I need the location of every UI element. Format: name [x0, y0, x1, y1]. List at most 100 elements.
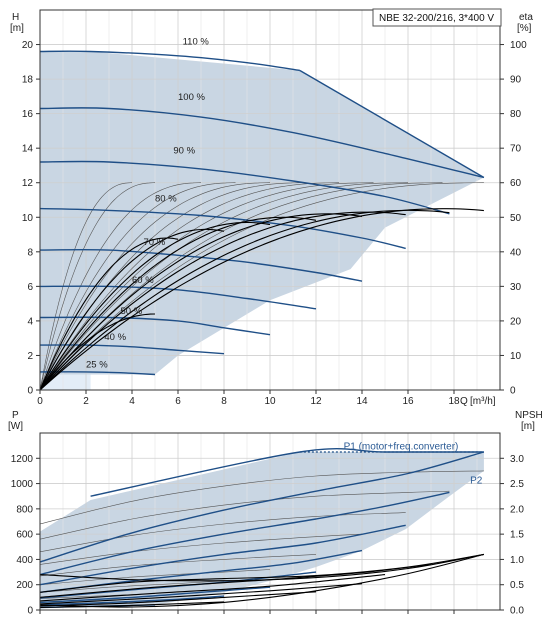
speed-curve	[39, 50, 301, 72]
y2-tick-label: 30	[510, 282, 522, 293]
y-axis-unit: [W]	[8, 421, 23, 432]
p2-curve	[39, 470, 484, 525]
y-tick-label: 6	[27, 282, 33, 293]
efficiency-curve	[39, 313, 156, 391]
efficiency-curve	[39, 228, 225, 391]
speed-label: 100 %	[178, 92, 205, 103]
y2-tick-label: 2.5	[510, 479, 524, 490]
speed-label: 60 %	[132, 275, 154, 286]
y2-axis-label: eta	[519, 12, 533, 23]
efficiency-curve	[39, 237, 179, 391]
speed-label: 80 %	[155, 194, 177, 205]
speed-label: 25 %	[86, 360, 108, 371]
p2-curve	[39, 512, 406, 553]
x-tick-label: 0	[37, 396, 43, 407]
speed-label: 40 %	[104, 332, 126, 343]
y-tick-label: 800	[16, 504, 33, 515]
title-box: NBE 32-200/216, 3*400 V	[372, 8, 502, 27]
y2-tick-label: 3.0	[510, 454, 524, 465]
x-tick-label: 14	[356, 396, 368, 407]
npsh-curve	[39, 574, 386, 602]
x-tick-label: 18	[448, 396, 460, 407]
y-tick-label: 0	[27, 386, 33, 397]
speed-curve	[39, 107, 485, 179]
p2-curve	[39, 569, 271, 585]
y2-axis-label: NPSH	[515, 410, 543, 421]
y2-axis-unit: [%]	[517, 23, 532, 34]
y2-tick-label: 10	[510, 351, 522, 362]
efficiency-curve	[39, 211, 406, 391]
p1-curve	[39, 595, 225, 606]
y-tick-label: 400	[16, 555, 33, 566]
legend-label: P2	[470, 476, 483, 487]
y-tick-label: 2	[27, 351, 33, 362]
speed-label: 50 %	[121, 306, 143, 317]
p1-curve	[90, 448, 484, 497]
speed-curve	[39, 344, 225, 355]
p1-curve	[39, 586, 271, 604]
y2-tick-label: 70	[510, 144, 522, 155]
y2-tick-label: 0	[510, 386, 516, 397]
y-tick-label: 8	[27, 247, 33, 258]
efficiency-curve	[39, 216, 317, 391]
x-axis-label: Q	[460, 396, 468, 407]
p2-curve	[39, 533, 363, 565]
p1-curve	[39, 491, 450, 576]
speed-curve	[39, 160, 450, 215]
npsh-curve	[39, 601, 225, 609]
y2-tick-label: 80	[510, 109, 522, 120]
y2-tick-label: 20	[510, 316, 522, 327]
speed-label: 90 %	[173, 145, 195, 156]
y-axis-label: H	[12, 12, 19, 23]
x-tick-label: 8	[221, 396, 227, 407]
y2-tick-label: 100	[510, 40, 527, 51]
y2-tick-label: 40	[510, 247, 522, 258]
chart-title: NBE 32-200/216, 3*400 V	[379, 13, 494, 24]
npsh-curve	[39, 553, 485, 608]
y2-tick-label: 2.0	[510, 504, 524, 515]
y2-tick-label: 50	[510, 213, 522, 224]
x-tick-label: 4	[129, 396, 135, 407]
y-axis-label: P	[12, 410, 19, 421]
npsh-curve	[39, 591, 317, 607]
speed-curve-tail	[299, 69, 485, 179]
y-tick-label: 20	[22, 40, 34, 51]
x-tick-label: 6	[175, 396, 181, 407]
efficiency-curve	[39, 221, 271, 391]
y-tick-label: 1000	[11, 479, 34, 490]
x-tick-label: 16	[402, 396, 414, 407]
speed-curve	[39, 249, 363, 282]
x-tick-label: 10	[264, 396, 276, 407]
operating-region	[40, 452, 484, 608]
y2-tick-label: 0.5	[510, 580, 524, 591]
efficiency-curve	[39, 213, 363, 391]
speed-curve	[39, 285, 317, 310]
head-chart: 110 % 100 % 90 % 80 % 70 % 60 % 50 % 40 % 25 % 0 2…	[10, 9, 533, 407]
y-tick-label: 18	[22, 75, 34, 86]
y2-tick-label: 1.0	[510, 555, 524, 566]
x-tick-label: 12	[310, 396, 322, 407]
y-tick-label: 10	[22, 213, 34, 224]
legend-label: P1 (motor+freq.converter)	[344, 441, 459, 452]
y-tick-label: 0	[27, 606, 33, 617]
efficiency-curve	[39, 209, 450, 391]
p2-curve	[39, 554, 317, 577]
p1-curve	[39, 524, 406, 586]
p2-curve	[39, 490, 450, 540]
p1-curve	[39, 451, 485, 563]
x-axis-unit: [m³/h]	[470, 396, 496, 407]
speed-curve	[39, 207, 406, 250]
title-box-frame	[372, 8, 502, 27]
y-tick-label: 16	[22, 109, 34, 120]
y2-tick-label: 1.5	[510, 530, 524, 541]
y-tick-label: 200	[16, 580, 33, 591]
x-tick-label: 2	[83, 396, 89, 407]
y-tick-label: 12	[22, 178, 34, 189]
y2-tick-label: 0.0	[510, 606, 524, 617]
y-tick-label: 1200	[11, 454, 34, 465]
npsh-curve	[39, 583, 363, 605]
y2-axis-unit: [m]	[521, 421, 535, 432]
y2-tick-label: 90	[510, 75, 522, 86]
y-tick-label: 4	[27, 316, 33, 327]
